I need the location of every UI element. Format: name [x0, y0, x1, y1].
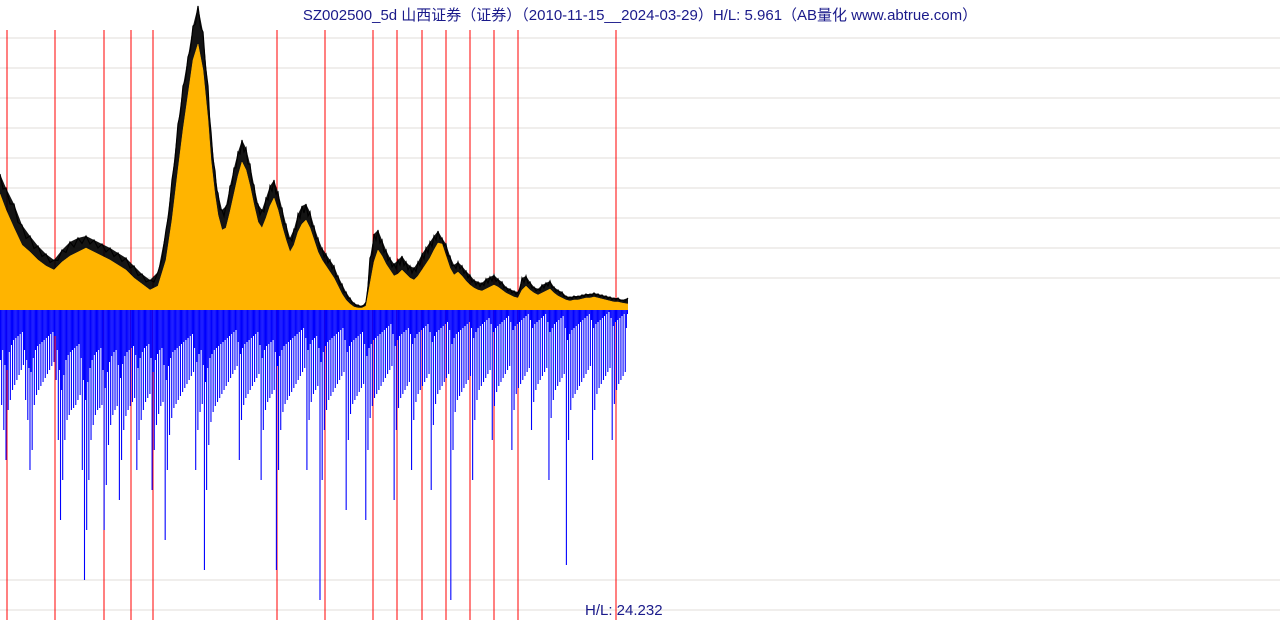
chart-title: SZ002500_5d 山西证券（证券）（2010-11-15__2024-03… — [0, 4, 1280, 25]
chart-canvas — [0, 0, 1280, 620]
hl-ratio-label: H/L: 24.232 — [585, 602, 663, 619]
